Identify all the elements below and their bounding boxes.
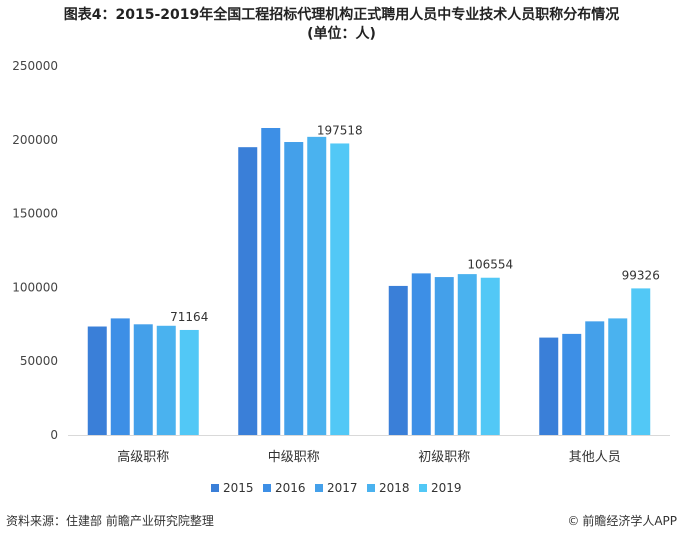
legend-swatch-2017 (315, 484, 323, 492)
y-tick-label: 50000 (20, 354, 58, 368)
bar-2016-3 (411, 273, 431, 435)
bar-2019-2 (330, 143, 350, 435)
source-note: 资料来源：住建部 前瞻产业研究院整理 (6, 514, 214, 528)
chart-title-line2: (单位：人) (307, 26, 376, 42)
x-tick-label: 中级职称 (268, 450, 320, 465)
bar-2015-3 (388, 285, 408, 435)
bar-2016-2 (261, 127, 281, 435)
y-tick-label: 200000 (12, 133, 58, 147)
legend-label-2017: 2017 (327, 481, 358, 495)
data-label: 106554 (467, 258, 513, 272)
bar-2017-2 (284, 142, 304, 435)
y-tick-label: 250000 (12, 59, 58, 73)
chart-title-line1: 图表4：2015-2019年全国工程招标代理机构正式聘用人员中专业技术人员职称分… (63, 7, 620, 23)
y-tick-label: 0 (50, 428, 58, 442)
bar-2016-1 (110, 318, 130, 435)
y-tick-label: 100000 (12, 280, 58, 294)
x-tick-label: 其他人员 (569, 450, 621, 465)
brand-name: 前瞻经济学人APP (582, 514, 677, 528)
y-tick-label: 150000 (12, 207, 58, 221)
legend-swatch-2019 (419, 484, 427, 492)
x-tick-label: 初级职称 (418, 450, 470, 465)
bar-2016-4 (562, 333, 582, 435)
bar-2017-1 (133, 324, 153, 435)
bar-2019-4 (631, 288, 651, 435)
bar-2018-4 (608, 318, 628, 435)
data-label: 99326 (622, 268, 660, 282)
legend-swatch-2018 (367, 484, 375, 492)
footer: 资料来源：住建部 前瞻产业研究院整理 © 前瞻经济学人APP (6, 512, 677, 530)
bar-2015-1 (87, 326, 107, 435)
x-tick-label: 高级职称 (117, 449, 169, 465)
bar-2015-2 (238, 147, 258, 435)
data-label: 197518 (317, 123, 363, 137)
bar-2018-1 (156, 325, 176, 435)
legend-swatch-2016 (263, 484, 271, 492)
legend-label-2019: 2019 (431, 481, 462, 495)
copyright-icon: © (567, 513, 580, 528)
bar-2015-4 (539, 337, 559, 435)
data-label: 71164 (170, 310, 208, 324)
chart-title: 图表4：2015-2019年全国工程招标代理机构正式聘用人员中专业技术人员职称分… (0, 6, 683, 44)
brand: © 前瞻经济学人APP (567, 512, 677, 529)
legend-label-2015: 2015 (223, 481, 254, 495)
bar-2017-3 (434, 277, 454, 435)
bar-2019-3 (480, 277, 500, 435)
bar-2019-1 (179, 329, 199, 435)
legend-label-2018: 2018 (379, 481, 410, 495)
bar-2018-3 (457, 274, 477, 435)
legend-label-2016: 2016 (275, 481, 306, 495)
bar-2018-2 (307, 136, 327, 435)
legend-swatch-2015 (211, 484, 219, 492)
bar-2017-4 (585, 321, 605, 435)
